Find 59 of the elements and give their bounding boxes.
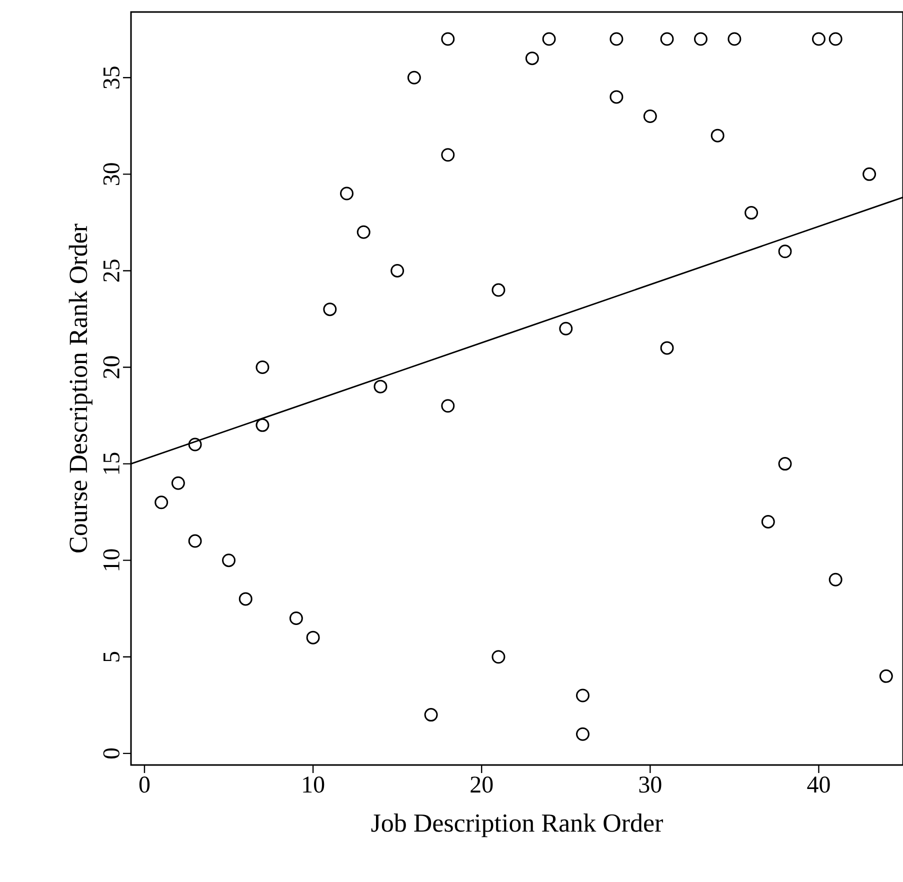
- point: [188, 534, 202, 548]
- x-tick-label: 0: [139, 776, 150, 793]
- point: [171, 476, 185, 490]
- point: [694, 32, 708, 46]
- point: [441, 32, 455, 46]
- point: [289, 612, 303, 626]
- point: [828, 572, 842, 586]
- point: [761, 514, 775, 528]
- point: [610, 32, 624, 46]
- y-tick-label: 30: [103, 163, 120, 186]
- point: [879, 669, 893, 683]
- y-tick-label: 20: [103, 356, 120, 378]
- point: [222, 554, 236, 568]
- point: [323, 302, 337, 316]
- point: [492, 283, 506, 297]
- point: [660, 32, 674, 46]
- point: [778, 244, 792, 258]
- point: [744, 206, 758, 220]
- point: [340, 186, 354, 200]
- point: [812, 32, 826, 46]
- point: [643, 110, 657, 124]
- x-tick-label: 30: [639, 776, 662, 793]
- y-tick-label: 10: [103, 549, 120, 570]
- point: [559, 322, 573, 336]
- point: [356, 225, 370, 239]
- point: [441, 148, 455, 162]
- point: [660, 341, 674, 355]
- point: [862, 167, 876, 181]
- y-tick-label: 0: [103, 748, 120, 758]
- y-tick-label: 25: [103, 260, 120, 282]
- point: [525, 52, 539, 66]
- point: [256, 418, 270, 432]
- point: [576, 688, 590, 702]
- point: [390, 264, 404, 278]
- point: [424, 708, 438, 722]
- y-tick-label: 35: [103, 66, 120, 88]
- point: [238, 592, 252, 606]
- point: [492, 650, 506, 664]
- point: [256, 360, 270, 374]
- y-axis-title: Course Description Rank Order: [68, 224, 92, 552]
- point: [188, 438, 202, 452]
- y-tick-label: 15: [103, 452, 120, 474]
- x-tick-label: 10: [303, 776, 324, 793]
- point: [778, 457, 792, 471]
- x-tick-label: 20: [470, 776, 493, 793]
- point: [154, 496, 168, 510]
- point: [610, 90, 624, 104]
- point: [441, 399, 455, 413]
- point: [374, 380, 388, 394]
- point: [407, 70, 421, 84]
- point: [576, 727, 590, 741]
- point: [710, 128, 724, 142]
- point: [828, 32, 842, 46]
- x-tick-label: 40: [807, 776, 830, 793]
- x-axis-title: Job Description Rank Order: [371, 814, 664, 838]
- point: [306, 630, 320, 644]
- y-tick-label: 5: [104, 652, 120, 662]
- point: [542, 32, 556, 46]
- point: [728, 32, 742, 46]
